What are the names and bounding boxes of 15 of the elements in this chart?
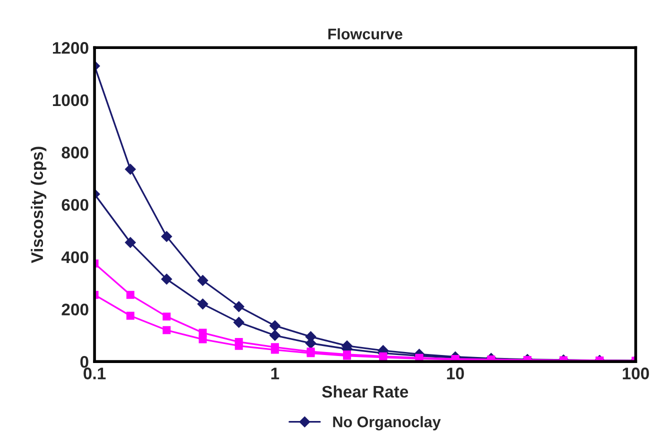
x-axis-title: Shear Rate [322, 385, 408, 398]
x-tick-label: 100 [622, 368, 649, 380]
y-axis-title: Viscosity (cps) [30, 146, 46, 264]
chart-title: Flowcurve [328, 28, 402, 40]
y-tick-label: 0 [80, 356, 88, 368]
x-tick-label: 0.1 [84, 368, 106, 380]
y-tick-label: 800 [62, 146, 88, 158]
x-tick-label: 1 [271, 368, 280, 380]
y-tick-label: 400 [61, 251, 88, 264]
x-tick-label: 10 [447, 368, 464, 380]
legend-label: No Organoclay [333, 416, 441, 430]
y-tick-label: 1000 [52, 94, 88, 106]
y-tick-label: 1200 [52, 42, 88, 54]
y-tick-label: 600 [62, 198, 88, 211]
y-tick-label: 200 [62, 304, 88, 316]
